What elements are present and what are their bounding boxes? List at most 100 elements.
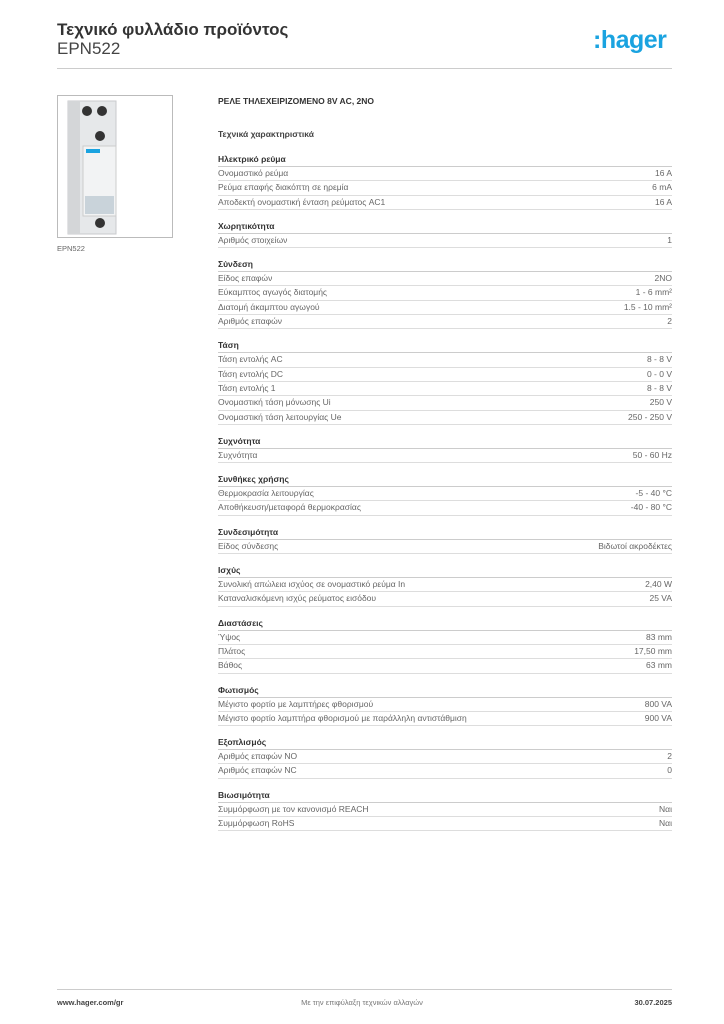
- spec-row: Τάση εντολής DC 0 - 0 V: [218, 368, 672, 382]
- spec-row: Ονομαστικό ρεύμα 16 A: [218, 167, 672, 182]
- spec-row: Θερμοκρασία λειτουργίας -5 - 40 °C: [218, 487, 672, 502]
- product-image: [57, 95, 173, 238]
- spec-label: Ονομαστική τάση λειτουργίας Ue: [218, 411, 342, 422]
- hager-logo: :hager: [593, 26, 667, 54]
- spec-section: Ισχύς Συνολική απώλεια ισχύος σε ονομαστι…: [218, 564, 672, 607]
- spec-label: Συνολική απώλεια ισχύος σε ονομαστικό ρε…: [218, 579, 406, 590]
- spec-value: 16 A: [654, 168, 672, 178]
- spec-value: 17,50 mm: [634, 645, 672, 656]
- spec-value: 0 - 0 V: [646, 368, 672, 379]
- spec-value: 2: [667, 751, 672, 762]
- spec-label: Ονομαστικό ρεύμα: [218, 168, 289, 178]
- spec-value: 250 V: [649, 397, 672, 408]
- spec-section: Συχνότητα Συχνότητα 50 - 60 Hz: [218, 435, 672, 464]
- section-title: Συνθήκες χρήσης: [218, 473, 672, 488]
- spec-label: Αριθμός στοιχείων: [218, 234, 288, 245]
- spec-row: Αποθήκευση/μεταφορά θερμοκρασίας -40 - 80…: [218, 501, 672, 516]
- spec-row: Μέγιστο φορτίο με λαμπτήρες φθορισμού 800…: [218, 698, 672, 712]
- page-title: Τεχνικό φυλλάδιο προϊόντος: [57, 20, 289, 39]
- spec-label: Αποθήκευση/μεταφορά θερμοκρασίας: [218, 502, 361, 513]
- spec-label: Θερμοκρασία λειτουργίας: [218, 488, 314, 499]
- spec-label: Συμμόρφωση RoHS: [218, 818, 295, 829]
- spec-label: Αριθμός επαφών NO: [218, 751, 298, 762]
- spec-label: Πλάτος: [218, 645, 246, 656]
- spec-value: -40 - 80 °C: [630, 502, 672, 513]
- spec-value: 1 - 6 mm²: [635, 287, 672, 298]
- spec-row: Πλάτος 17,50 mm: [218, 645, 672, 660]
- spec-section: Σύνδεση Είδος επαφών 2NO Εύκαμπτος αγωγός δ…: [218, 258, 672, 330]
- section-title: Εξοπλισμός: [218, 736, 672, 751]
- spec-value: 8 - 8 V: [646, 354, 672, 365]
- spec-label: Διατομή άκαμπτου αγωγού: [218, 301, 320, 312]
- product-code: EPN522: [57, 39, 121, 58]
- spec-label: Καταναλισκόμενη ισχύς ρεύματος εισόδου: [218, 593, 377, 604]
- spec-section: Φωτισμός Μέγιστο φορτίο με λαμπτήρες φθορ…: [218, 684, 672, 727]
- spec-label: Συμμόρφωση με τον κανονισμό REACH: [218, 803, 369, 814]
- spec-row: Μέγιστο φορτίο λαμπτήρα φθορισμού με παρ…: [218, 712, 672, 727]
- spec-row: Συμμόρφωση με τον κανονισμό REACH Ναι: [218, 803, 672, 818]
- spec-label: Μέγιστο φορτίο με λαμπτήρες φθορισμού: [218, 698, 374, 709]
- spec-label: Είδος επαφών: [218, 273, 273, 284]
- spec-value: 83 mm: [646, 631, 672, 642]
- spec-section: Τάση Τάση εντολής AC 8 - 8 V Τάση εντολής D…: [218, 339, 672, 425]
- section-title: Χωρητικότητα: [218, 220, 672, 234]
- spec-row: Ύψος 83 mm: [218, 631, 672, 645]
- footer-url[interactable]: www.hager.com/gr: [57, 998, 124, 1007]
- spec-section: Διαστάσεις Ύψος 83 mm Πλάτος 17,50 mm Βάθος 63…: [218, 617, 672, 674]
- footer-note: Με την επιφύλαξη τεχνικών αλλαγών: [301, 998, 423, 1007]
- spec-section: Συνθήκες χρήσης Θερμοκρασία λειτουργίας -5…: [218, 473, 672, 516]
- spec-label: Τάση εντολής 1: [218, 382, 276, 393]
- spec-value: 63 mm: [646, 660, 672, 671]
- spec-label: Τάση εντολής AC: [218, 354, 283, 365]
- spec-sheet: ΡΕΛΕ ΤΗΛΕΧΕΙΡΙΖΟΜΕΝΟ 8V AC, 2NO Τεχνικά …: [218, 96, 672, 832]
- image-caption: EPN522: [57, 244, 85, 253]
- spec-row: Ρεύμα επαφής διακόπτη σε ηρεμία 6 mA: [218, 181, 672, 196]
- spec-value: 50 - 60 Hz: [632, 449, 672, 460]
- spec-value: 1: [667, 234, 672, 245]
- section-title: Συχνότητα: [218, 435, 672, 449]
- specs-heading: Τεχνικά χαρακτηριστικά: [218, 129, 314, 139]
- section-title: Συνδεσιμότητα: [218, 526, 672, 540]
- section-title: Τάση: [218, 339, 672, 354]
- spec-row: Διατομή άκαμπτου αγωγού 1.5 - 10 mm²: [218, 301, 672, 316]
- spec-row: Τάση εντολής 1 8 - 8 V: [218, 382, 672, 397]
- section-title: Βιωσιμότητα: [218, 789, 672, 803]
- header-divider: [57, 68, 672, 69]
- section-title: Σύνδεση: [218, 258, 672, 273]
- spec-label: Ονομαστική τάση μόνωσης Ui: [218, 397, 331, 408]
- spec-row: Αποδεκτή ονομαστική ένταση ρεύματος AC1 1…: [218, 196, 672, 210]
- section-title: Φωτισμός: [218, 684, 672, 698]
- spec-value: 2NO: [654, 273, 672, 284]
- spec-section: Ηλεκτρικό ρεύμα Ονομαστικό ρεύμα 16 A Ρεύμα…: [218, 153, 672, 210]
- spec-row: Συμμόρφωση RoHS Ναι: [218, 817, 672, 832]
- spec-label: Είδος σύνδεσης: [218, 540, 279, 551]
- footer-divider: [57, 989, 672, 990]
- spec-label: Ύψος: [218, 631, 241, 642]
- spec-label: Βάθος: [218, 660, 243, 671]
- spec-row: Καταναλισκόμενη ισχύς ρεύματος εισόδου 25…: [218, 592, 672, 607]
- spec-value: Βιδωτοί ακροδέκτες: [598, 540, 672, 551]
- spec-row: Συχνότητα 50 - 60 Hz: [218, 449, 672, 464]
- spec-label: Τάση εντολής DC: [218, 368, 284, 379]
- spec-value: 16 A: [654, 196, 672, 207]
- spec-section: Συνδεσιμότητα Είδος σύνδεσης Βιδωτοί ακροδ…: [218, 526, 672, 555]
- section-title: Ηλεκτρικό ρεύμα: [218, 153, 672, 167]
- section-title: Διαστάσεις: [218, 617, 672, 631]
- spec-row: Βάθος 63 mm: [218, 659, 672, 674]
- spec-section: Χωρητικότητα Αριθμός στοιχείων 1: [218, 220, 672, 249]
- spec-row: Αριθμός επαφών NO 2: [218, 750, 672, 765]
- spec-label: Συχνότητα: [218, 449, 258, 460]
- spec-label: Αριθμός επαφών: [218, 316, 283, 327]
- spec-row: Συνολική απώλεια ισχύος σε ονομαστικό ρε…: [218, 578, 672, 593]
- spec-row: Ονομαστική τάση μόνωσης Ui 250 V: [218, 396, 672, 411]
- spec-value: 800 VA: [644, 698, 672, 709]
- spec-row: Τάση εντολής AC 8 - 8 V: [218, 353, 672, 368]
- spec-section: Βιωσιμότητα Συμμόρφωση με τον κανονισμό R…: [218, 789, 672, 832]
- spec-label: Αριθμός επαφών NC: [218, 765, 297, 776]
- spec-row: Αριθμός επαφών 2: [218, 315, 672, 330]
- spec-label: Αποδεκτή ονομαστική ένταση ρεύματος AC1: [218, 196, 386, 207]
- spec-row: Ονομαστική τάση λειτουργίας Ue 250 - 250 …: [218, 411, 672, 425]
- spec-value: 900 VA: [644, 712, 672, 723]
- spec-label: Ρεύμα επαφής διακόπτη σε ηρεμία: [218, 182, 349, 193]
- spec-row: Αριθμός επαφών NC 0: [218, 764, 672, 779]
